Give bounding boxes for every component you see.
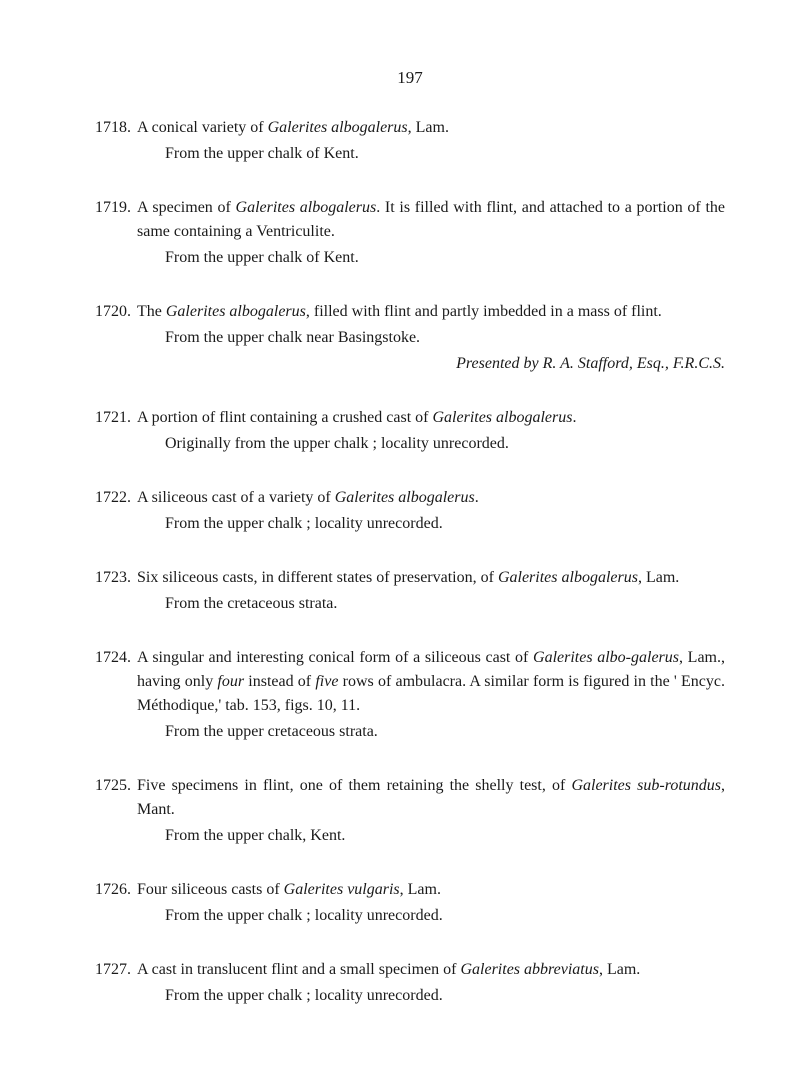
entry-text: A singular and interesting conical form …: [137, 646, 725, 718]
entry-text: Four siliceous casts of Galerites vulgar…: [137, 878, 725, 902]
entry-text: A conical variety of Galerites albogaler…: [137, 116, 725, 140]
entry-provenance: From the upper cretaceous strata.: [137, 720, 725, 744]
entry-number: 1722.: [95, 486, 137, 510]
entry-body: Six siliceous casts, in different states…: [137, 566, 725, 616]
catalog-entry: 1727.A cast in translucent flint and a s…: [95, 958, 725, 1008]
species-name: Galerites abbreviatus: [460, 961, 599, 978]
entry-provenance: From the upper chalk ; locality unrecord…: [137, 984, 725, 1008]
text-segment: A portion of flint containing a crushed …: [137, 409, 432, 426]
entry-number: 1720.: [95, 300, 137, 324]
entry-text: A siliceous cast of a variety of Galerit…: [137, 486, 725, 510]
text-segment: A cast in translucent flint and a small …: [137, 961, 460, 978]
entry-body: A cast in translucent flint and a small …: [137, 958, 725, 1008]
text-segment: , Lam.: [408, 119, 449, 136]
entry-body: A siliceous cast of a variety of Galerit…: [137, 486, 725, 536]
text-segment: A conical variety of: [137, 119, 268, 136]
entry-number: 1727.: [95, 958, 137, 982]
entry-provenance: From the cretaceous strata.: [137, 592, 725, 616]
species-name: Galerites sub-rotundus: [571, 777, 721, 794]
entry-body: The Galerites albogalerus, filled with f…: [137, 300, 725, 376]
entry-number: 1724.: [95, 646, 137, 670]
catalog-entry: 1722.A siliceous cast of a variety of Ga…: [95, 486, 725, 536]
text-segment: , filled with flint and partly imbedded …: [306, 303, 662, 320]
page-container: 197 1718.A conical variety of Galerites …: [0, 0, 800, 1078]
entry-number: 1719.: [95, 196, 137, 220]
catalog-entry: 1726.Four siliceous casts of Galerites v…: [95, 878, 725, 928]
text-segment: A specimen of: [137, 199, 236, 216]
text-segment: A singular and interesting conical form …: [137, 649, 533, 666]
species-name: Galerites albogalerus: [166, 303, 306, 320]
species-name: Galerites albo-galerus: [533, 649, 679, 666]
catalog-entry: 1718.A conical variety of Galerites albo…: [95, 116, 725, 166]
entry-body: A conical variety of Galerites albogaler…: [137, 116, 725, 166]
entry-body: A singular and interesting conical form …: [137, 646, 725, 744]
text-segment: , Lam.: [400, 881, 441, 898]
entry-provenance: From the upper chalk ; locality unrecord…: [137, 904, 725, 928]
text-segment: instead of: [244, 673, 315, 690]
species-name: Galerites albogalerus: [432, 409, 572, 426]
entry-text: A specimen of Galerites albogalerus. It …: [137, 196, 725, 244]
catalog-entry: 1724.A singular and interesting conical …: [95, 646, 725, 744]
italic-word: four: [217, 673, 244, 690]
entry-provenance: From the upper chalk, Kent.: [137, 824, 725, 848]
catalog-entry: 1725.Five specimens in flint, one of the…: [95, 774, 725, 848]
text-segment: Four siliceous casts of: [137, 881, 284, 898]
italic-word: five: [315, 673, 338, 690]
text-segment: , Lam.: [638, 569, 679, 586]
text-segment: , Lam.: [599, 961, 640, 978]
entry-provenance: From the upper chalk near Basingstoke.: [137, 326, 725, 350]
page-number: 197: [95, 68, 725, 88]
entry-number: 1723.: [95, 566, 137, 590]
entries-list: 1718.A conical variety of Galerites albo…: [95, 116, 725, 1008]
attribution-text: Presented by R. A. Stafford, Esq., F.R.C…: [456, 355, 725, 372]
catalog-entry: 1721.A portion of flint containing a cru…: [95, 406, 725, 456]
species-name: Galerites vulgaris: [284, 881, 400, 898]
entry-provenance: Originally from the upper chalk ; locali…: [137, 432, 725, 456]
entry-number: 1725.: [95, 774, 137, 798]
text-segment: Five specimens in flint, one of them ret…: [137, 777, 571, 794]
species-name: Galerites albogalerus: [236, 199, 377, 216]
text-segment: .: [475, 489, 479, 506]
entry-text: Five specimens in flint, one of them ret…: [137, 774, 725, 822]
entry-attribution: Presented by R. A. Stafford, Esq., F.R.C…: [137, 352, 725, 376]
entry-body: Five specimens in flint, one of them ret…: [137, 774, 725, 848]
entry-number: 1726.: [95, 878, 137, 902]
species-name: Galerites albogalerus: [268, 119, 408, 136]
text-segment: .: [572, 409, 576, 426]
species-name: Galerites albogalerus: [335, 489, 475, 506]
catalog-entry: 1720.The Galerites albogalerus, filled w…: [95, 300, 725, 376]
entry-text: A portion of flint containing a crushed …: [137, 406, 725, 430]
entry-body: A specimen of Galerites albogalerus. It …: [137, 196, 725, 270]
entry-provenance: From the upper chalk of Kent.: [137, 142, 725, 166]
entry-provenance: From the upper chalk ; locality unrecord…: [137, 512, 725, 536]
catalog-entry: 1719.A specimen of Galerites albogalerus…: [95, 196, 725, 270]
text-segment: Six siliceous casts, in different states…: [137, 569, 498, 586]
entry-body: Four siliceous casts of Galerites vulgar…: [137, 878, 725, 928]
entry-text: Six siliceous casts, in different states…: [137, 566, 725, 590]
catalog-entry: 1723.Six siliceous casts, in different s…: [95, 566, 725, 616]
entry-body: A portion of flint containing a crushed …: [137, 406, 725, 456]
entry-number: 1718.: [95, 116, 137, 140]
entry-provenance: From the upper chalk of Kent.: [137, 246, 725, 270]
entry-text: The Galerites albogalerus, filled with f…: [137, 300, 725, 324]
entry-number: 1721.: [95, 406, 137, 430]
text-segment: The: [137, 303, 166, 320]
entry-text: A cast in translucent flint and a small …: [137, 958, 725, 982]
text-segment: A siliceous cast of a variety of: [137, 489, 335, 506]
species-name: Galerites albogalerus: [498, 569, 638, 586]
